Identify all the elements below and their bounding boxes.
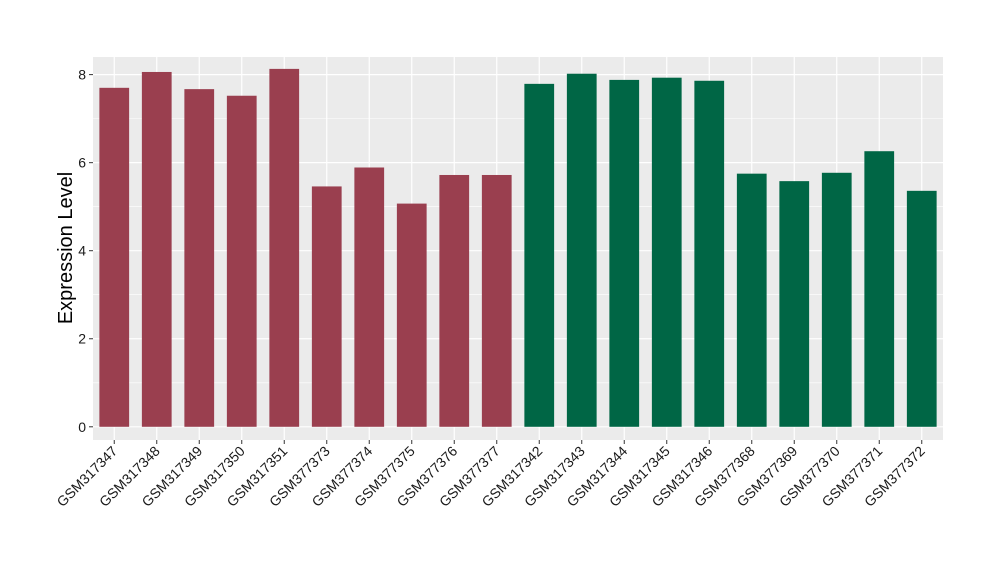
bar-GSM317351 bbox=[269, 68, 300, 427]
bar-GSM377371 bbox=[864, 151, 895, 427]
bar-GSM317346 bbox=[694, 80, 725, 427]
bar-GSM377369 bbox=[779, 181, 810, 427]
x-axis: GSM317347GSM317348GSM317349GSM317350GSM3… bbox=[53, 440, 928, 510]
y-axis: 0 2 4 6 8 bbox=[78, 67, 93, 435]
bar-GSM317343 bbox=[566, 73, 597, 427]
bar-GSM377376 bbox=[439, 174, 470, 427]
bar-GSM377374 bbox=[354, 167, 385, 427]
y-axis-title: Expression Level bbox=[55, 172, 77, 324]
y-tick-label: 8 bbox=[78, 67, 86, 83]
bar-GSM377372 bbox=[906, 190, 937, 427]
bar-GSM317345 bbox=[651, 77, 682, 427]
bar-GSM317342 bbox=[524, 83, 555, 427]
y-tick-label: 6 bbox=[78, 155, 86, 171]
y-tick-label: 4 bbox=[78, 243, 86, 259]
y-tick-label: 0 bbox=[78, 419, 86, 435]
bar-GSM317349 bbox=[184, 89, 215, 427]
bar-GSM377370 bbox=[821, 172, 852, 427]
bar-GSM317348 bbox=[141, 71, 172, 427]
bar-GSM377375 bbox=[396, 203, 427, 427]
bars bbox=[99, 68, 937, 427]
bar-GSM317347 bbox=[99, 87, 130, 427]
bar-GSM377368 bbox=[736, 173, 767, 427]
y-tick-label: 2 bbox=[78, 331, 86, 347]
bar-GSM377377 bbox=[481, 174, 512, 427]
bar-GSM317344 bbox=[609, 79, 640, 427]
bar-GSM317350 bbox=[226, 95, 257, 427]
bar-GSM377373 bbox=[311, 186, 342, 427]
